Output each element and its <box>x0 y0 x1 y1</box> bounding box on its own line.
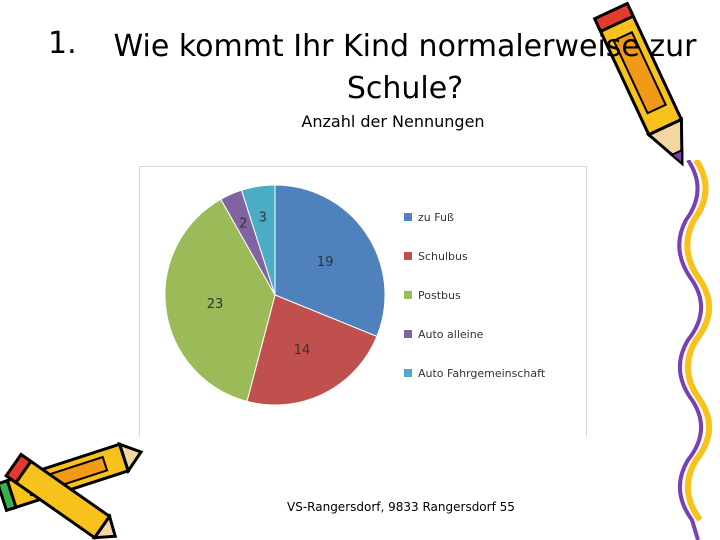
pie-slice-4 <box>240 184 276 296</box>
legend-swatch-4 <box>404 369 412 377</box>
legend-swatch-2 <box>404 291 412 299</box>
footer-address: VS-Rangersdorf, 9833 Rangersdorf 55 <box>287 500 515 514</box>
pencil-icon <box>592 1 684 167</box>
pie-slice-1 <box>246 294 378 406</box>
legend-swatch-0 <box>404 213 412 221</box>
legend-swatch-1 <box>404 252 412 260</box>
legend-swatch-3 <box>404 330 412 338</box>
pie-data-label-1: 14 <box>294 343 311 358</box>
legend-label-0: zu Fuß <box>418 211 454 224</box>
pie-chart: 19 14 23 2 3 zu Fuß Schulbus Postbus Auto allein… <box>139 166 587 437</box>
chart-subtitle: Anzahl der Nennungen <box>301 112 485 131</box>
slide-title-line2: Schule? <box>346 71 464 106</box>
pie-data-label-3: 2 <box>239 216 247 231</box>
pie-slice-0 <box>274 184 386 338</box>
slide-number: 1. <box>48 26 77 61</box>
pie-slice-2 <box>164 198 276 402</box>
pie-data-label-2: 23 <box>207 297 224 312</box>
legend-label-1: Schulbus <box>418 250 468 263</box>
legend-label-2: Postbus <box>418 289 461 302</box>
pie-chart-svg: 19 14 23 2 3 zu Fuß Schulbus Postbus Auto allein… <box>164 184 546 406</box>
slide-title-line1: Wie kommt Ihr Kind normalerweise zur <box>113 29 697 64</box>
pie-data-label-4: 3 <box>259 211 267 226</box>
legend-label-3: Auto alleine <box>418 328 484 341</box>
slide-title: Wie kommt Ihr Kind normalerweise zur Sch… <box>100 26 710 110</box>
yellow-scribble-strip <box>677 160 713 540</box>
pie-data-label-0: 19 <box>317 255 334 270</box>
legend-label-4: Auto Fahrgemeinschaft <box>418 367 546 380</box>
crossed-pencils-icon <box>0 441 144 540</box>
